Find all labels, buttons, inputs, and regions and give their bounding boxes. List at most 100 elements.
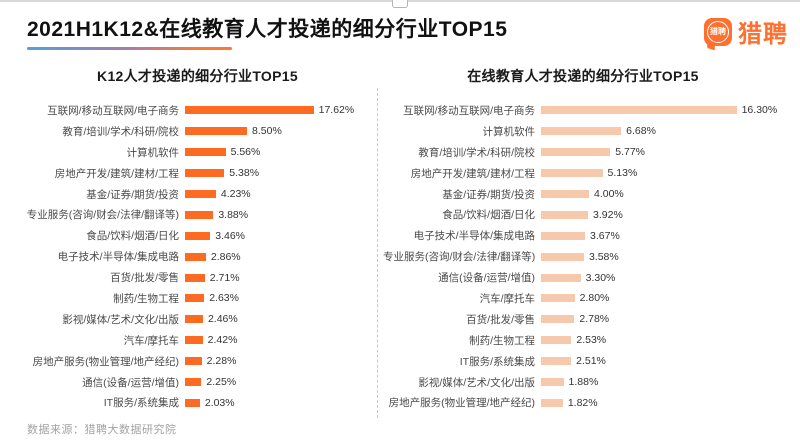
- bar: [541, 273, 581, 282]
- category-label: 专业服务(咨询/财会/法律/翻译等): [26, 209, 179, 222]
- category-label: 互联网/移动互联网/电子商务: [403, 104, 535, 117]
- logo-badge-text: 猎聘: [710, 26, 726, 36]
- category-label: 教育/培训/学术/科研/院校: [62, 125, 179, 138]
- value-label: 2.42%: [207, 334, 238, 347]
- category-label: 百货/批发/零售: [110, 272, 179, 285]
- bar-row: 计算机软件 6.68%: [383, 121, 783, 142]
- bar: [541, 336, 572, 345]
- bar-row: 电子技术/半导体/集成电路 3.67%: [383, 225, 783, 246]
- category-label: 影视/媒体/艺术/文化/出版: [418, 376, 535, 389]
- category-label: 汽车/摩托车: [123, 334, 179, 347]
- value-label: 5.56%: [230, 146, 261, 159]
- value-label: 3.88%: [218, 208, 249, 221]
- category-label: 通信(设备/运营/增值): [82, 376, 179, 389]
- panel-divider: [377, 88, 378, 418]
- value-label: 3.46%: [215, 229, 246, 242]
- value-label: 5.77%: [615, 146, 646, 159]
- value-label: 5.38%: [229, 167, 260, 180]
- bar: [185, 336, 203, 345]
- bar: [185, 294, 205, 303]
- bar: [185, 398, 200, 407]
- bar: [185, 190, 216, 198]
- chart-title: 在线教育人才投递的细分行业TOP15: [467, 68, 699, 84]
- category-label: 基金/证券/期货/投资: [86, 188, 179, 201]
- value-label: 5.13%: [607, 167, 638, 180]
- bar-row: 互联网/移动互联网/电子商务 17.62%: [25, 100, 370, 121]
- bar: [541, 210, 589, 219]
- bar-row: 制药/生物工程 2.53%: [383, 330, 783, 351]
- bar: [541, 127, 622, 136]
- value-label: 8.50%: [252, 125, 282, 138]
- bar: [541, 357, 572, 366]
- bar-row: 互联网/移动互联网/电子商务 16.30%: [383, 100, 783, 121]
- bar-row: IT服务/系统集成 2.51%: [383, 351, 783, 372]
- value-label: 4.00%: [594, 188, 624, 200]
- window-notch: [392, 0, 408, 8]
- category-label: 电子技术/半导体/集成电路: [57, 251, 179, 264]
- bar-row: 专业服务(咨询/财会/法律/翻译等) 3.58%: [383, 246, 783, 267]
- value-label: 3.67%: [590, 229, 620, 242]
- value-label: 2.25%: [206, 376, 237, 389]
- liepin-logo: 猎聘 猎聘: [704, 14, 788, 49]
- bar-row: 影视/媒体/艺术/文化/出版 1.88%: [383, 372, 783, 393]
- data-source-note: 数据来源：猎聘大数据研究院: [27, 424, 177, 436]
- bar-row: 汽车/摩托车 2.80%: [383, 288, 783, 309]
- value-label: 3.30%: [585, 271, 616, 284]
- bar-row: 基金/证券/期货/投资 4.23%: [25, 184, 370, 205]
- category-label: IT服务/系统集成: [459, 355, 535, 368]
- category-label: 汽车/摩托车: [479, 292, 535, 305]
- value-label: 2.28%: [206, 355, 237, 368]
- category-label: 制药/生物工程: [113, 292, 179, 305]
- bar-row: 房地产开发/建筑/建材/工程 5.38%: [25, 163, 370, 184]
- category-label: 食品/饮料/烟酒/日化: [86, 230, 179, 243]
- bar: [541, 169, 603, 178]
- bar-row: 影视/媒体/艺术/文化/出版 2.46%: [25, 309, 370, 330]
- category-label: 影视/媒体/艺术/文化/出版: [62, 313, 179, 326]
- value-label: 2.63%: [209, 292, 239, 305]
- bar-row: 基金/证券/期货/投资 4.00%: [383, 184, 783, 205]
- bar: [185, 378, 202, 387]
- bar-row: 通信(设备/运营/增值) 2.25%: [25, 372, 370, 393]
- value-label: 6.68%: [626, 125, 656, 138]
- bar-row: 汽车/摩托车 2.42%: [25, 330, 370, 351]
- bar: [541, 190, 589, 198]
- category-label: 房地产开发/建筑/建材/工程: [410, 167, 535, 180]
- value-label: 2.53%: [576, 334, 607, 347]
- value-label: 3.58%: [588, 250, 619, 263]
- category-label: 房地产开发/建筑/建材/工程: [54, 167, 179, 180]
- bar: [541, 378, 564, 387]
- bar-row: 电子技术/半导体/集成电路 2.86%: [25, 246, 370, 267]
- bar: [541, 398, 563, 407]
- value-label: 16.30%: [741, 104, 778, 117]
- bar: [185, 169, 225, 178]
- bar-row: 制药/生物工程 2.63%: [25, 288, 370, 309]
- value-label: 3.92%: [593, 208, 623, 221]
- category-label: 计算机软件: [126, 146, 180, 159]
- bar: [541, 252, 584, 261]
- category-label: 通信(设备/运营/增值): [438, 272, 535, 285]
- category-label: 电子技术/半导体/集成电路: [413, 230, 535, 243]
- value-label: 17.62%: [318, 104, 355, 117]
- chart-panel-k12: K12人才投递的细分行业TOP15 互联网/移动互联网/电子商务 17.62% 教育…: [25, 66, 370, 413]
- value-label: 1.82%: [567, 396, 598, 409]
- bar: [185, 106, 314, 115]
- category-label: 百货/批发/零售: [466, 313, 535, 326]
- bar-row: 计算机软件 5.56%: [25, 142, 370, 163]
- bar-row: 食品/饮料/烟酒/日化 3.92%: [383, 204, 783, 225]
- bar: [185, 231, 211, 240]
- category-label: 计算机软件: [482, 125, 536, 138]
- bar: [185, 210, 214, 219]
- logo-wordmark: 猎聘: [738, 21, 788, 48]
- category-label: 互联网/移动互联网/电子商务: [47, 104, 179, 117]
- category-label: 教育/培训/学术/科研/院校: [418, 146, 535, 159]
- category-label: 基金/证券/期货/投资: [442, 188, 535, 201]
- value-label: 2.51%: [576, 355, 606, 368]
- bar-row: 房地产开发/建筑/建材/工程 5.13%: [383, 163, 783, 184]
- value-label: 2.80%: [579, 292, 610, 305]
- bar: [541, 294, 575, 303]
- title-underline: [27, 47, 232, 50]
- bar: [185, 315, 203, 324]
- bar-row: 房地产服务(物业管理/地产经纪) 1.82%: [383, 392, 783, 413]
- logo-ring: 猎聘: [707, 20, 729, 43]
- value-label: 2.46%: [207, 313, 238, 326]
